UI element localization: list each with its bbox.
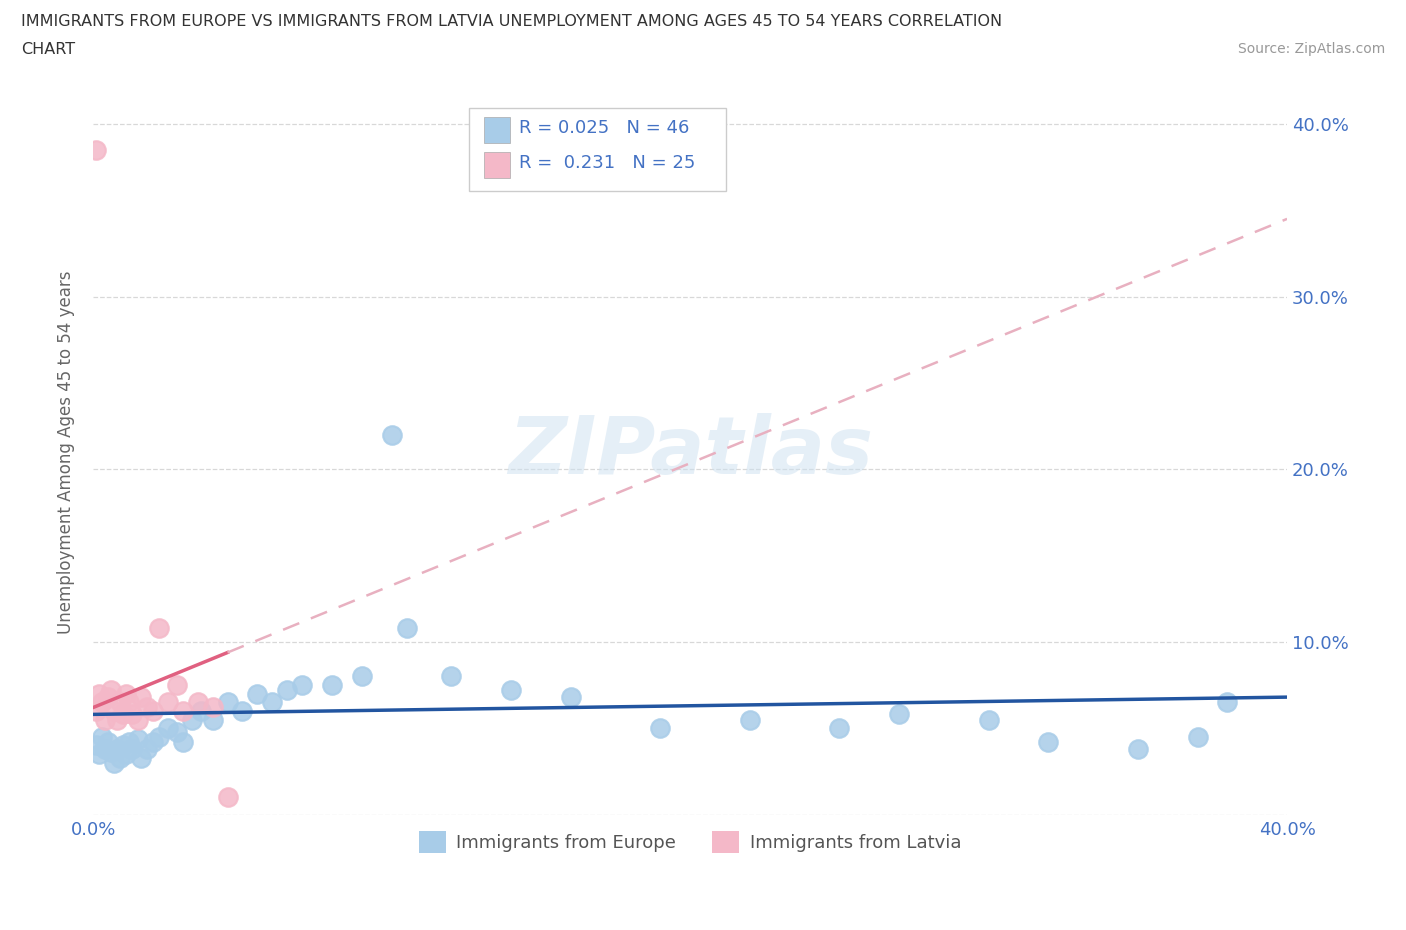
Point [142,703,165,718]
Point [91,695,114,710]
Point [100,683,122,698]
Point [560,690,582,705]
Point [217,695,239,710]
Point [129,690,152,705]
Point [103,755,125,770]
Point [108,695,131,710]
Point [148,729,170,744]
Point [89,747,111,762]
Point [112,738,135,753]
Point [1187,729,1209,744]
Point [291,678,314,693]
Legend: Immigrants from Europe, Immigrants from Latvia: Immigrants from Europe, Immigrants from … [412,823,969,860]
Point [127,731,149,746]
Point [84,142,107,157]
Point [118,735,141,750]
Point [105,741,128,756]
FancyBboxPatch shape [470,108,725,191]
Point [148,620,170,635]
Point [127,712,149,727]
Point [112,707,135,722]
Point [501,683,523,698]
Point [381,427,404,442]
Point [276,683,298,698]
Point [1038,735,1060,750]
Point [156,721,179,736]
Text: R = 0.025   N = 46: R = 0.025 N = 46 [519,119,690,137]
Point [136,700,159,715]
Point [118,695,141,710]
Point [100,745,122,760]
Point [91,729,114,744]
Point [94,741,117,756]
Text: Source: ZipAtlas.com: Source: ZipAtlas.com [1237,42,1385,56]
Point [350,669,373,684]
Point [201,700,224,715]
Point [105,712,128,727]
Point [172,703,194,718]
Text: R =  0.231   N = 25: R = 0.231 N = 25 [519,153,696,172]
Point [231,703,253,718]
Point [738,712,761,727]
Point [1216,695,1239,710]
Point [115,747,138,762]
Point [395,620,418,635]
Point [156,695,179,710]
Point [129,751,152,765]
Point [977,712,1000,727]
Text: IMMIGRANTS FROM EUROPE VS IMMIGRANTS FROM LATVIA UNEMPLOYMENT AMONG AGES 45 TO 5: IMMIGRANTS FROM EUROPE VS IMMIGRANTS FRO… [21,14,1002,29]
Point [246,686,269,701]
Point [89,686,111,701]
Point [190,703,212,718]
Point [84,738,107,753]
Point [121,707,143,722]
Point [166,724,188,739]
Point [650,721,672,736]
Point [97,690,120,705]
Point [142,735,165,750]
Point [84,703,107,718]
Point [187,695,209,710]
Point [97,735,120,750]
Point [887,707,910,722]
Point [828,721,851,736]
Point [172,735,194,750]
Y-axis label: Unemployment Among Ages 45 to 54 years: Unemployment Among Ages 45 to 54 years [58,271,75,633]
Point [217,790,239,804]
Point [136,741,159,756]
Bar [484,152,510,178]
Point [94,712,117,727]
Point [166,678,188,693]
Bar [484,117,510,143]
Point [180,712,202,727]
Point [103,703,125,718]
Point [321,678,343,693]
Point [1126,741,1149,756]
Point [262,695,284,710]
Point [115,686,138,701]
Text: ZIPatlas: ZIPatlas [508,413,873,491]
Point [121,741,143,756]
Point [108,751,131,765]
Point [440,669,463,684]
Point [201,712,224,727]
Text: CHART: CHART [21,42,75,57]
